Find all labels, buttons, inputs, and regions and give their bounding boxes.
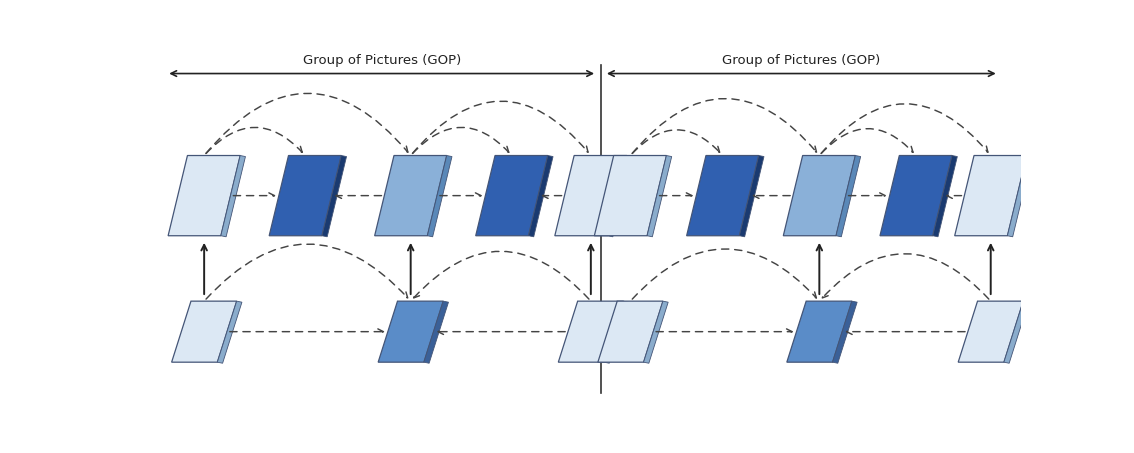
Polygon shape xyxy=(424,301,448,363)
Polygon shape xyxy=(832,301,857,363)
Polygon shape xyxy=(558,301,624,362)
Polygon shape xyxy=(555,155,627,236)
Polygon shape xyxy=(880,155,953,236)
Polygon shape xyxy=(958,301,1023,362)
Polygon shape xyxy=(836,155,861,237)
Polygon shape xyxy=(687,155,759,236)
Polygon shape xyxy=(784,155,855,236)
Polygon shape xyxy=(594,155,667,236)
Polygon shape xyxy=(604,301,628,363)
Polygon shape xyxy=(476,155,548,236)
Polygon shape xyxy=(322,155,347,237)
Polygon shape xyxy=(787,301,852,362)
Polygon shape xyxy=(1007,155,1032,237)
Polygon shape xyxy=(269,155,341,236)
Polygon shape xyxy=(932,155,957,237)
Polygon shape xyxy=(598,301,663,362)
Text: Group of Pictures (GOP): Group of Pictures (GOP) xyxy=(721,53,880,67)
Polygon shape xyxy=(739,155,764,237)
Polygon shape xyxy=(428,155,452,237)
Polygon shape xyxy=(648,155,671,237)
Polygon shape xyxy=(955,155,1026,236)
Polygon shape xyxy=(378,301,443,362)
Polygon shape xyxy=(171,301,237,362)
Polygon shape xyxy=(644,301,668,363)
Polygon shape xyxy=(221,155,245,237)
Polygon shape xyxy=(528,155,553,237)
Polygon shape xyxy=(168,155,240,236)
Polygon shape xyxy=(608,155,632,237)
Polygon shape xyxy=(218,301,242,363)
Polygon shape xyxy=(1004,301,1029,363)
Polygon shape xyxy=(374,155,447,236)
Text: Group of Pictures (GOP): Group of Pictures (GOP) xyxy=(303,53,460,67)
